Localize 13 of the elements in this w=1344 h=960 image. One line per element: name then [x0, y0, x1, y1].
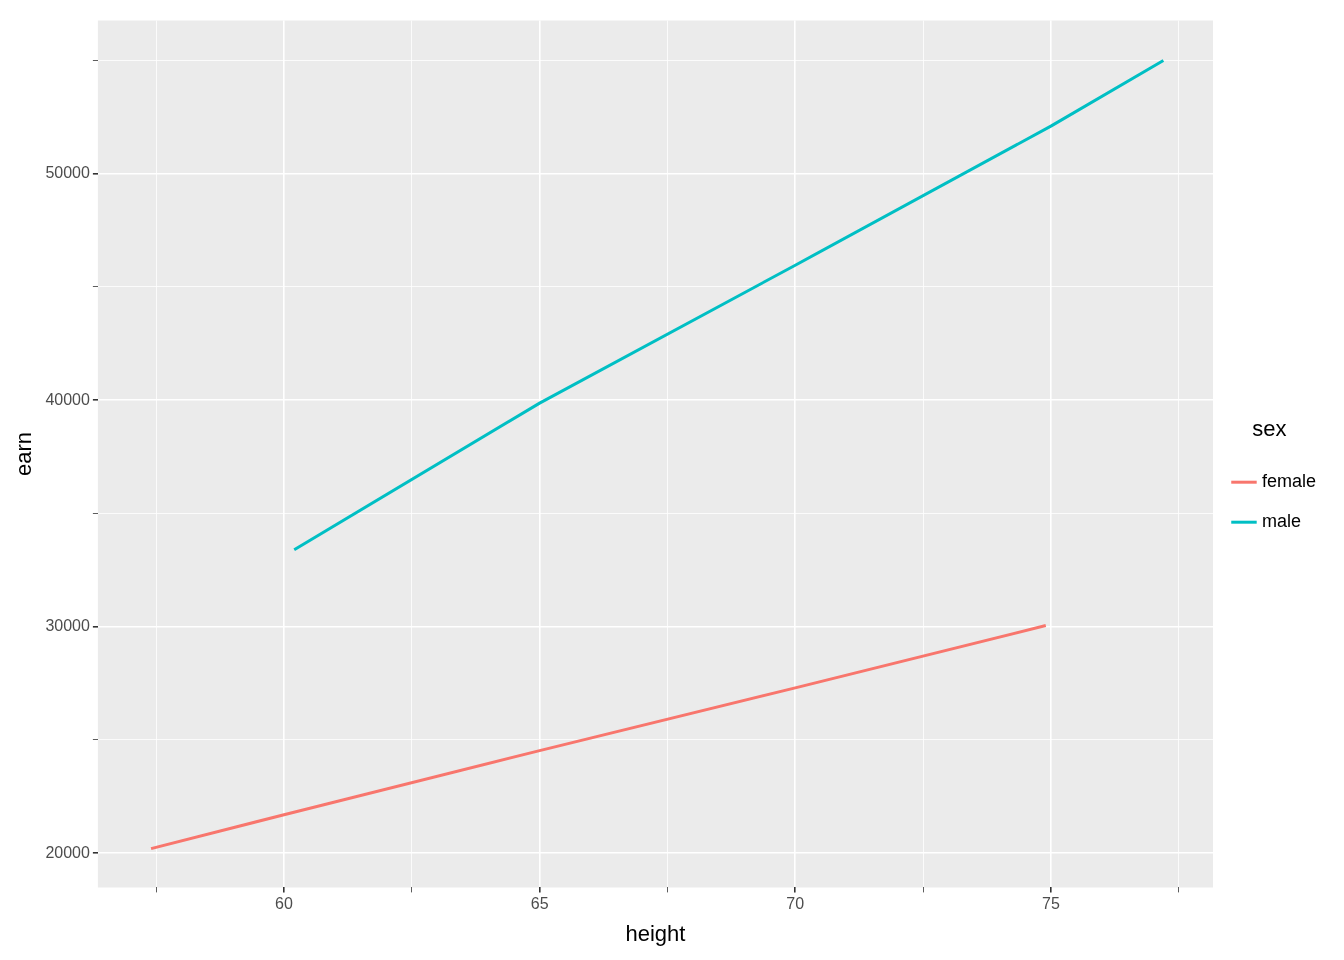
legend-label: female: [1261, 471, 1316, 492]
x-tick-label: 60: [275, 895, 293, 913]
x-axis-title: height: [625, 920, 686, 946]
legend-label: male: [1261, 511, 1301, 532]
y-axis-title: earn: [11, 431, 37, 477]
y-tick-label: 40000: [45, 390, 90, 408]
legend-title: sex: [1252, 415, 1287, 441]
x-tick-label: 75: [1042, 895, 1060, 913]
y-tick-label: 20000: [45, 843, 90, 861]
y-tick-label: 50000: [45, 164, 90, 182]
y-tick-label: 30000: [45, 617, 90, 635]
x-tick-label: 70: [786, 895, 805, 913]
x-tick-label: 65: [530, 895, 549, 913]
